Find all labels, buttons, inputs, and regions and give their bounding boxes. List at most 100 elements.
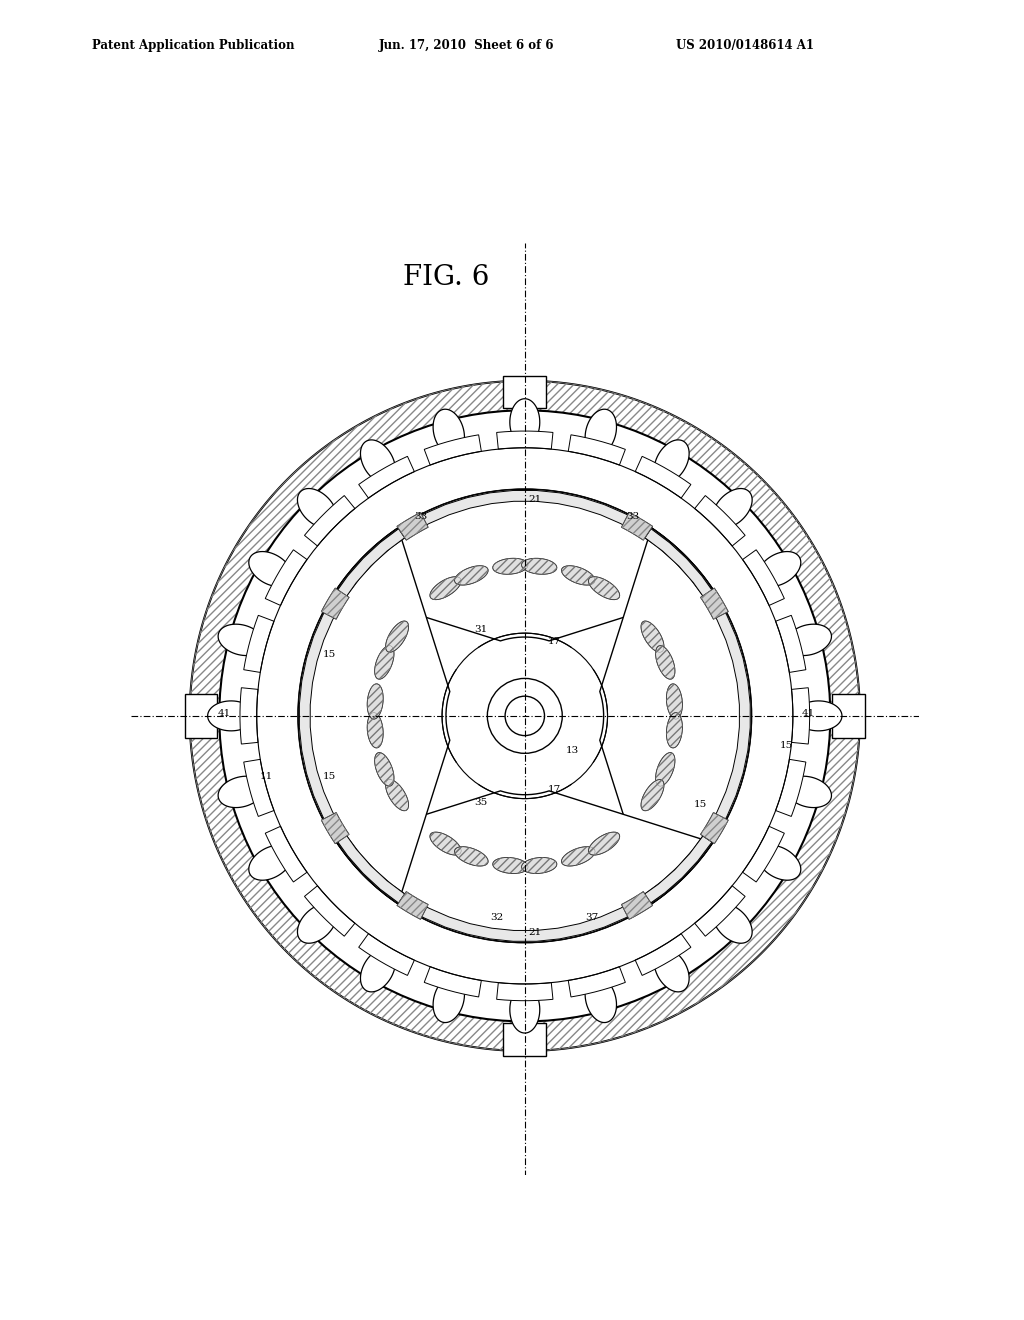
Polygon shape — [493, 558, 528, 574]
Polygon shape — [386, 780, 409, 810]
Polygon shape — [244, 615, 274, 672]
Text: 15: 15 — [323, 772, 336, 781]
Polygon shape — [240, 688, 258, 744]
Text: 33: 33 — [415, 512, 428, 521]
Polygon shape — [742, 826, 784, 882]
Text: 31: 31 — [474, 624, 487, 634]
Text: 15: 15 — [779, 741, 793, 750]
Polygon shape — [833, 694, 865, 738]
Polygon shape — [218, 776, 264, 808]
Polygon shape — [358, 933, 415, 975]
Text: Jun. 17, 2010  Sheet 6 of 6: Jun. 17, 2010 Sheet 6 of 6 — [379, 38, 554, 51]
Polygon shape — [568, 434, 626, 465]
Polygon shape — [375, 752, 394, 787]
Text: 11: 11 — [260, 772, 273, 781]
Polygon shape — [795, 701, 842, 731]
Polygon shape — [641, 620, 664, 652]
Polygon shape — [208, 701, 255, 731]
Text: Patent Application Publication: Patent Application Publication — [92, 38, 295, 51]
Polygon shape — [297, 904, 337, 944]
Text: 33: 33 — [627, 512, 640, 521]
Polygon shape — [521, 558, 557, 574]
Text: 21: 21 — [528, 928, 542, 937]
Polygon shape — [424, 434, 481, 465]
Polygon shape — [503, 1023, 547, 1056]
Text: US 2010/0148614 A1: US 2010/0148614 A1 — [676, 38, 814, 51]
Polygon shape — [218, 624, 264, 656]
Polygon shape — [654, 440, 689, 483]
Polygon shape — [322, 813, 349, 843]
Polygon shape — [375, 645, 394, 680]
Polygon shape — [635, 933, 691, 975]
Polygon shape — [561, 566, 595, 585]
Polygon shape — [700, 813, 728, 843]
Polygon shape — [249, 552, 292, 586]
Polygon shape — [585, 977, 616, 1023]
Polygon shape — [493, 858, 528, 874]
Text: 13: 13 — [565, 746, 579, 755]
Polygon shape — [510, 986, 540, 1034]
Circle shape — [298, 490, 752, 942]
Polygon shape — [497, 982, 553, 1001]
Polygon shape — [430, 577, 461, 599]
Text: 21: 21 — [528, 495, 542, 503]
Polygon shape — [635, 457, 691, 498]
Polygon shape — [265, 549, 307, 606]
Polygon shape — [521, 858, 557, 874]
Polygon shape — [655, 645, 675, 680]
Polygon shape — [694, 495, 745, 546]
Polygon shape — [322, 587, 349, 619]
Polygon shape — [742, 549, 784, 606]
Polygon shape — [397, 512, 428, 540]
Polygon shape — [299, 529, 404, 903]
Text: 32: 32 — [490, 913, 504, 923]
Polygon shape — [568, 966, 626, 997]
Circle shape — [219, 411, 830, 1022]
Polygon shape — [433, 409, 465, 455]
Text: 17: 17 — [548, 785, 561, 795]
Polygon shape — [654, 949, 689, 991]
Polygon shape — [244, 759, 274, 817]
Polygon shape — [700, 587, 728, 619]
Polygon shape — [561, 846, 595, 866]
Text: 41: 41 — [217, 709, 230, 718]
Polygon shape — [589, 577, 620, 599]
Text: 41: 41 — [802, 709, 815, 718]
Polygon shape — [622, 891, 652, 920]
Polygon shape — [424, 966, 481, 997]
Polygon shape — [297, 488, 337, 528]
Text: 15: 15 — [693, 800, 707, 809]
Polygon shape — [792, 688, 810, 744]
Polygon shape — [386, 620, 409, 652]
Polygon shape — [622, 512, 652, 540]
Text: FIG. 6: FIG. 6 — [402, 264, 489, 290]
Circle shape — [298, 490, 752, 942]
Polygon shape — [433, 977, 465, 1023]
Polygon shape — [713, 488, 753, 528]
Circle shape — [487, 678, 562, 754]
Text: 37: 37 — [585, 913, 598, 923]
Polygon shape — [641, 780, 664, 810]
Polygon shape — [655, 752, 675, 787]
Polygon shape — [338, 491, 712, 595]
Polygon shape — [758, 552, 801, 586]
Polygon shape — [585, 409, 616, 455]
Polygon shape — [455, 566, 488, 585]
Polygon shape — [775, 759, 806, 817]
Polygon shape — [497, 432, 553, 449]
Polygon shape — [713, 904, 753, 944]
Polygon shape — [667, 713, 682, 748]
Polygon shape — [337, 490, 713, 642]
Polygon shape — [694, 886, 745, 936]
Polygon shape — [360, 440, 395, 483]
Text: 17: 17 — [548, 638, 561, 647]
Polygon shape — [304, 495, 355, 546]
Polygon shape — [337, 791, 713, 942]
Polygon shape — [600, 528, 752, 904]
Polygon shape — [785, 776, 831, 808]
Polygon shape — [430, 832, 461, 855]
Circle shape — [505, 696, 545, 735]
Polygon shape — [184, 694, 217, 738]
Polygon shape — [368, 713, 383, 748]
Polygon shape — [758, 845, 801, 880]
